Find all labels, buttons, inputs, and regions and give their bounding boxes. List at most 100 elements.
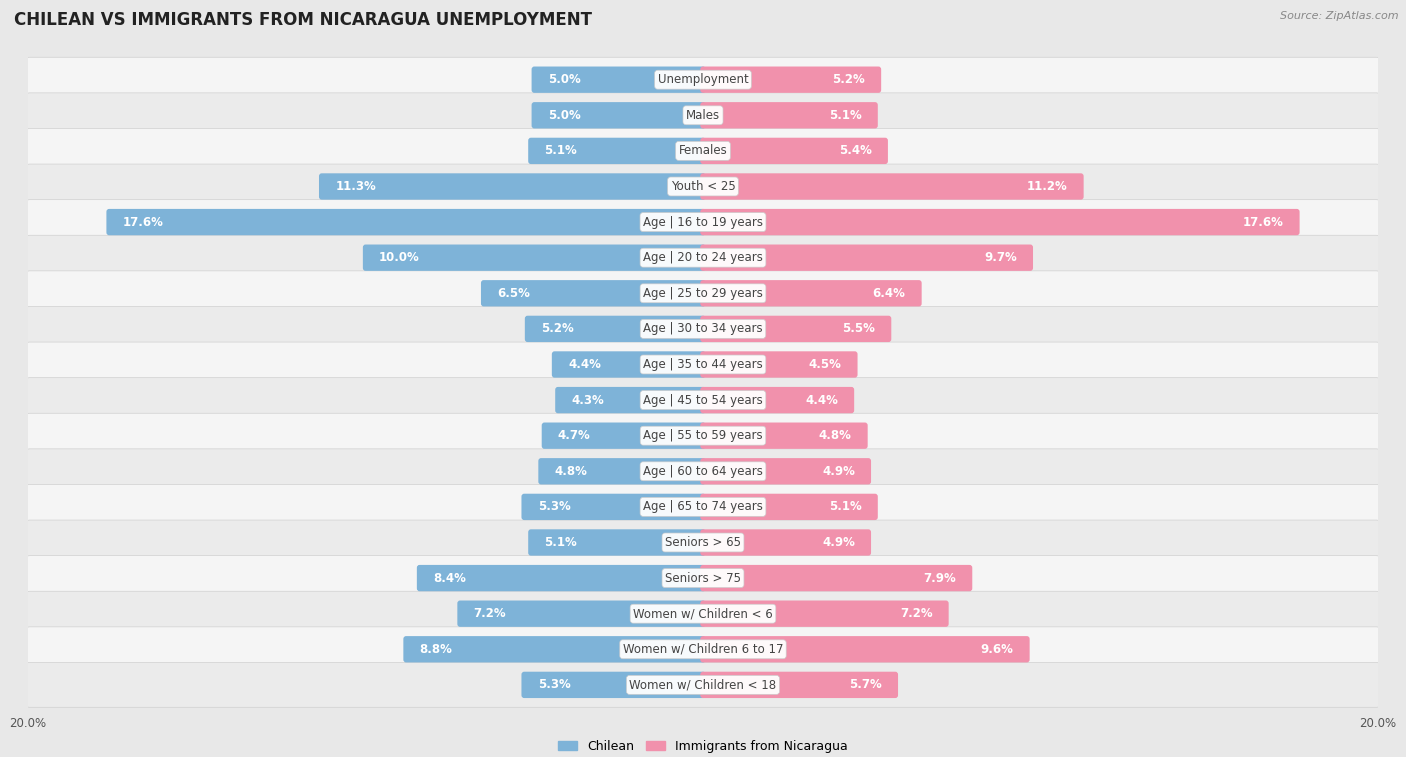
FancyBboxPatch shape [700, 138, 889, 164]
Text: 5.1%: 5.1% [830, 109, 862, 122]
FancyBboxPatch shape [25, 93, 1381, 138]
Text: 5.5%: 5.5% [842, 322, 875, 335]
Text: 4.4%: 4.4% [806, 394, 838, 407]
FancyBboxPatch shape [531, 102, 706, 129]
Text: 7.2%: 7.2% [474, 607, 506, 620]
FancyBboxPatch shape [25, 520, 1381, 565]
Text: 4.5%: 4.5% [808, 358, 841, 371]
Text: Age | 65 to 74 years: Age | 65 to 74 years [643, 500, 763, 513]
Text: 6.5%: 6.5% [498, 287, 530, 300]
FancyBboxPatch shape [25, 235, 1381, 280]
FancyBboxPatch shape [25, 129, 1381, 173]
FancyBboxPatch shape [25, 342, 1381, 387]
FancyBboxPatch shape [25, 484, 1381, 529]
FancyBboxPatch shape [524, 316, 706, 342]
FancyBboxPatch shape [700, 529, 872, 556]
Text: CHILEAN VS IMMIGRANTS FROM NICARAGUA UNEMPLOYMENT: CHILEAN VS IMMIGRANTS FROM NICARAGUA UNE… [14, 11, 592, 30]
Text: 5.1%: 5.1% [544, 536, 576, 549]
Text: Age | 55 to 59 years: Age | 55 to 59 years [643, 429, 763, 442]
FancyBboxPatch shape [700, 67, 882, 93]
FancyBboxPatch shape [700, 458, 872, 484]
FancyBboxPatch shape [551, 351, 706, 378]
FancyBboxPatch shape [457, 600, 706, 627]
FancyBboxPatch shape [529, 529, 706, 556]
Text: Age | 35 to 44 years: Age | 35 to 44 years [643, 358, 763, 371]
Text: 11.2%: 11.2% [1026, 180, 1067, 193]
FancyBboxPatch shape [529, 138, 706, 164]
Text: Seniors > 75: Seniors > 75 [665, 572, 741, 584]
Text: 4.8%: 4.8% [818, 429, 852, 442]
FancyBboxPatch shape [416, 565, 706, 591]
FancyBboxPatch shape [700, 209, 1299, 235]
Text: 5.3%: 5.3% [537, 500, 571, 513]
Text: Women w/ Children < 18: Women w/ Children < 18 [630, 678, 776, 691]
Text: 4.9%: 4.9% [823, 536, 855, 549]
Text: Age | 16 to 19 years: Age | 16 to 19 years [643, 216, 763, 229]
Text: Age | 25 to 29 years: Age | 25 to 29 years [643, 287, 763, 300]
FancyBboxPatch shape [700, 245, 1033, 271]
Text: Seniors > 65: Seniors > 65 [665, 536, 741, 549]
FancyBboxPatch shape [25, 164, 1381, 209]
Text: Women w/ Children < 6: Women w/ Children < 6 [633, 607, 773, 620]
Text: 7.2%: 7.2% [900, 607, 932, 620]
Text: 9.7%: 9.7% [984, 251, 1017, 264]
Text: 6.4%: 6.4% [873, 287, 905, 300]
Text: 5.1%: 5.1% [830, 500, 862, 513]
Text: Unemployment: Unemployment [658, 73, 748, 86]
FancyBboxPatch shape [700, 387, 855, 413]
Text: Age | 45 to 54 years: Age | 45 to 54 years [643, 394, 763, 407]
Text: 5.2%: 5.2% [832, 73, 865, 86]
Text: 5.4%: 5.4% [839, 145, 872, 157]
FancyBboxPatch shape [404, 636, 706, 662]
Text: 7.9%: 7.9% [924, 572, 956, 584]
FancyBboxPatch shape [25, 662, 1381, 707]
FancyBboxPatch shape [700, 102, 877, 129]
FancyBboxPatch shape [555, 387, 706, 413]
Text: 5.0%: 5.0% [548, 73, 581, 86]
Text: 4.7%: 4.7% [558, 429, 591, 442]
Text: Source: ZipAtlas.com: Source: ZipAtlas.com [1281, 11, 1399, 21]
Text: Age | 20 to 24 years: Age | 20 to 24 years [643, 251, 763, 264]
Text: 4.3%: 4.3% [571, 394, 605, 407]
FancyBboxPatch shape [25, 378, 1381, 422]
FancyBboxPatch shape [25, 627, 1381, 671]
Text: Age | 30 to 34 years: Age | 30 to 34 years [643, 322, 763, 335]
FancyBboxPatch shape [107, 209, 706, 235]
FancyBboxPatch shape [25, 200, 1381, 245]
Text: Females: Females [679, 145, 727, 157]
Text: 17.6%: 17.6% [1243, 216, 1284, 229]
FancyBboxPatch shape [700, 422, 868, 449]
FancyBboxPatch shape [541, 422, 706, 449]
FancyBboxPatch shape [25, 449, 1381, 494]
Text: 5.3%: 5.3% [537, 678, 571, 691]
Text: Youth < 25: Youth < 25 [671, 180, 735, 193]
Text: 5.2%: 5.2% [541, 322, 574, 335]
Text: 8.4%: 8.4% [433, 572, 465, 584]
FancyBboxPatch shape [25, 271, 1381, 316]
Text: 5.7%: 5.7% [849, 678, 882, 691]
FancyBboxPatch shape [700, 280, 922, 307]
FancyBboxPatch shape [319, 173, 706, 200]
FancyBboxPatch shape [700, 494, 877, 520]
FancyBboxPatch shape [700, 565, 973, 591]
FancyBboxPatch shape [522, 494, 706, 520]
FancyBboxPatch shape [700, 600, 949, 627]
FancyBboxPatch shape [363, 245, 706, 271]
Text: Women w/ Children 6 to 17: Women w/ Children 6 to 17 [623, 643, 783, 656]
FancyBboxPatch shape [25, 556, 1381, 600]
Text: Age | 60 to 64 years: Age | 60 to 64 years [643, 465, 763, 478]
Text: 11.3%: 11.3% [335, 180, 375, 193]
FancyBboxPatch shape [700, 351, 858, 378]
Text: 9.6%: 9.6% [980, 643, 1014, 656]
Text: 4.8%: 4.8% [554, 465, 588, 478]
Text: 4.9%: 4.9% [823, 465, 855, 478]
FancyBboxPatch shape [25, 58, 1381, 102]
Text: Males: Males [686, 109, 720, 122]
Text: 8.8%: 8.8% [419, 643, 453, 656]
FancyBboxPatch shape [531, 67, 706, 93]
FancyBboxPatch shape [25, 413, 1381, 458]
FancyBboxPatch shape [700, 636, 1029, 662]
Text: 5.0%: 5.0% [548, 109, 581, 122]
FancyBboxPatch shape [25, 307, 1381, 351]
FancyBboxPatch shape [481, 280, 706, 307]
